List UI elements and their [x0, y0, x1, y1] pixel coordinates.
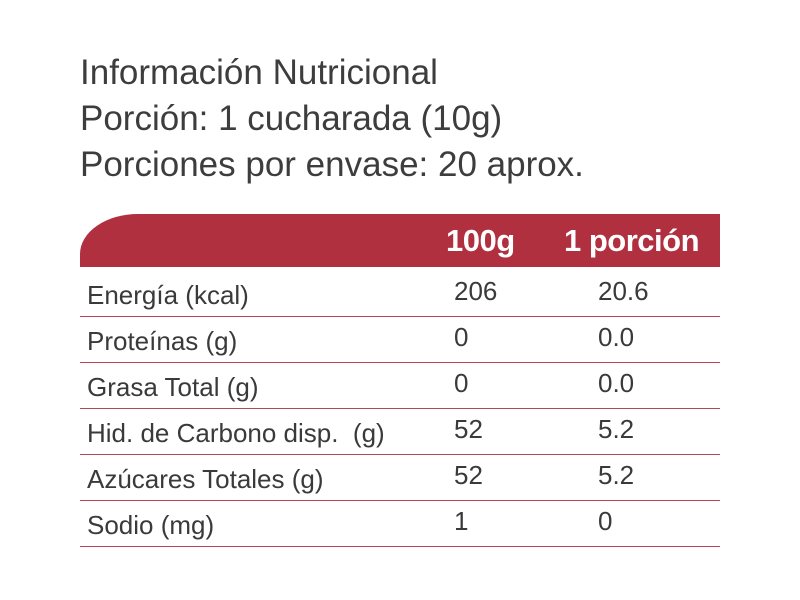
- row-label: Energía (kcal): [87, 280, 249, 310]
- portion-size: Porción: 1 cucharada (10g): [80, 99, 503, 138]
- servings-per-container: Porciones por envase: 20 aprox.: [80, 145, 584, 184]
- table-row-total-fat: Grasa Total (g) 0 0.0: [80, 363, 720, 409]
- value-per-portion: 5.2: [598, 414, 635, 444]
- column-header-portion: 1 porción: [564, 223, 700, 258]
- value-per-100g: 206: [454, 276, 498, 306]
- value-per-portion: 20.6: [598, 276, 649, 306]
- value-per-100g: 0: [454, 368, 469, 398]
- row-label: Hid. de Carbono disp. (g): [87, 418, 385, 448]
- value-per-100g: 0: [454, 322, 469, 352]
- table-row-energy: Energía (kcal) 206 20.6: [80, 267, 720, 317]
- nutrition-table: 100g 1 porción Energía (kcal) 206 20.6 P…: [80, 214, 720, 547]
- value-per-100g: 52: [454, 414, 483, 444]
- nutrition-title: Información Nutricional: [80, 53, 438, 92]
- value-per-100g: 52: [454, 460, 483, 490]
- table-body: Energía (kcal) 206 20.6 Proteínas (g) 0 …: [80, 267, 720, 547]
- table-row-carbohydrates: Hid. de Carbono disp. (g) 52 5.2: [80, 409, 720, 455]
- row-label: Grasa Total (g): [87, 372, 259, 402]
- value-per-portion: 0.0: [598, 368, 635, 398]
- value-per-portion: 0.0: [598, 322, 635, 352]
- row-label: Sodio (mg): [87, 510, 215, 540]
- table-row-protein: Proteínas (g) 0 0.0: [80, 317, 720, 363]
- nutrition-heading: Información Nutricional Porción: 1 cucha…: [80, 50, 720, 188]
- row-label: Proteínas (g): [87, 326, 238, 356]
- value-per-100g: 1: [454, 506, 469, 536]
- table-header: 100g 1 porción: [80, 214, 720, 267]
- table-row-total-sugars: Azúcares Totales (g) 52 5.2: [80, 455, 720, 501]
- row-label: Azúcares Totales (g): [87, 464, 324, 494]
- value-per-portion: 5.2: [598, 460, 635, 490]
- column-header-100g: 100g: [446, 223, 515, 258]
- table-row-sodium: Sodio (mg) 1 0: [80, 501, 720, 547]
- value-per-portion: 0: [598, 506, 613, 536]
